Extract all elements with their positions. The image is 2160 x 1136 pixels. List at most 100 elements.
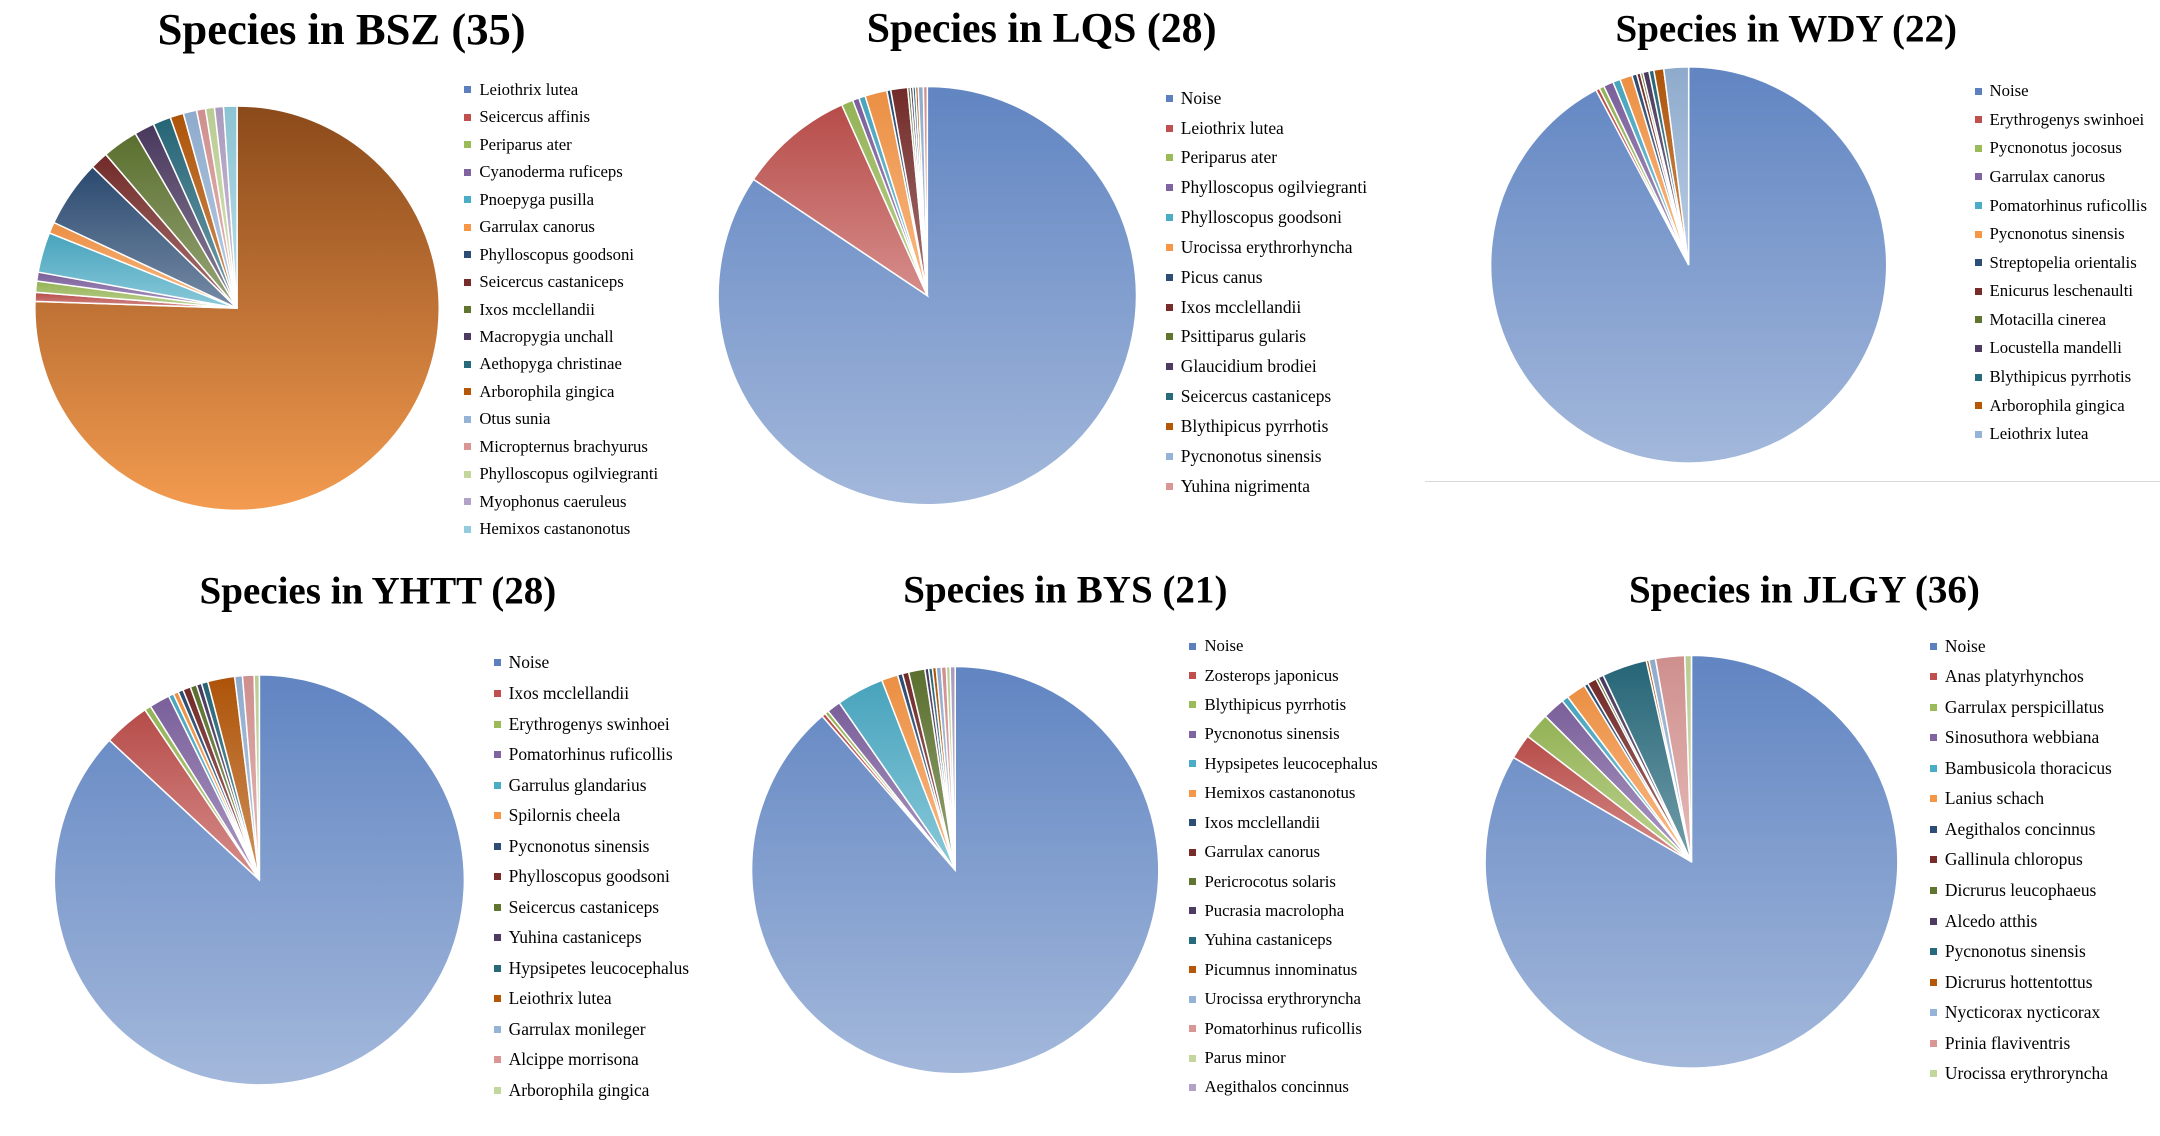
legend-item: Phylloscopus goodsoni (493, 866, 670, 887)
pie-slice (752, 103, 930, 298)
legend-label: Spilornis cheela (508, 805, 621, 826)
legend-item: Spilornis cheela (493, 805, 621, 826)
legend-item: Blythipicus pyrrhotis (1165, 416, 1328, 437)
legend-item: Blythipicus pyrrhotis (1974, 367, 2131, 387)
legend-label: Phylloscopus goodsoni (508, 866, 670, 887)
legend-item: Erythrogenys swinhoei (1974, 110, 2144, 130)
legend-item: Arborophila gingica (493, 1080, 649, 1101)
legend-swatch (464, 388, 472, 396)
legend-swatch (1189, 1025, 1197, 1033)
legend-item: Blythipicus pyrrhotis (1189, 695, 1346, 715)
legend-swatch (464, 498, 472, 506)
legend-label: Parus minor (1204, 1048, 1286, 1068)
legend-label: Alcedo atthis (1944, 910, 2038, 931)
legend-label: Pycnonotus jocosus (1989, 138, 2122, 158)
legend-item: Garrulax perspicillatus (1929, 697, 2104, 718)
legend-item: Alcippe morrisona (493, 1049, 639, 1070)
legend-swatch (1165, 393, 1173, 401)
legend-swatch (493, 934, 501, 942)
legend-label: Yuhina nigrimenta (1180, 475, 1310, 496)
legend-swatch (493, 842, 501, 850)
legend-swatch (1929, 856, 1937, 864)
legend-label: Pycnonotus sinensis (1944, 941, 2086, 962)
legend-label: Alcippe morrisona (508, 1049, 639, 1070)
legend-swatch (493, 751, 501, 759)
legend-label: Lanius schach (1944, 788, 2045, 809)
legend-swatch (1929, 887, 1937, 894)
legend-swatch (1189, 848, 1197, 856)
legend-swatch (1929, 703, 1937, 711)
pie-slice (1662, 66, 1690, 266)
legend-swatch (1165, 184, 1173, 192)
legend-item: Phylloscopus ogilviegranti (464, 464, 658, 484)
legend-label: Ixos mcclellandii (1204, 812, 1321, 832)
legend-item: Noise (493, 652, 549, 673)
legend-item: Aegithalos concinnus (1929, 819, 2095, 840)
legend-item: Urocissa erythroryncha (1929, 1063, 2108, 1084)
legend-label: Ixos mcclellandii (508, 682, 630, 703)
legend-swatch (1974, 344, 1982, 352)
legend-item: Arborophila gingica (1974, 396, 2125, 416)
legend-item: Gallinula chloropus (1929, 849, 2083, 870)
legend-item: Ixos mcclellandii (464, 300, 595, 320)
legend-label: Urocissa erythroryncha (1944, 1063, 2108, 1084)
legend-swatch (464, 113, 472, 121)
legend-label: Leiothrix lutea (1180, 117, 1284, 138)
legend-swatch (493, 995, 501, 1003)
legend-item: Picus canus (1165, 267, 1263, 288)
legend-swatch (464, 251, 472, 259)
legend-item: Prinia flaviventris (1929, 1033, 2070, 1054)
legend-label: Garrulax canorus (1204, 842, 1321, 862)
legend-label: Bambusicola thoracicus (1944, 757, 2112, 778)
legend-swatch (1189, 1054, 1197, 1062)
legend-item: Pomatorhinus ruficollis (1189, 1018, 1362, 1039)
legend-item: Pycnonotus jocosus (1974, 138, 2122, 158)
legend-swatch (1165, 243, 1173, 251)
legend-label: Zosterops japonicus (1204, 665, 1339, 685)
legend-label: Nycticorax nycticorax (1944, 1002, 2101, 1023)
legend-swatch (1165, 482, 1173, 490)
legend-swatch (1189, 789, 1197, 797)
legend-item: Pericrocotus solaris (1189, 872, 1336, 892)
legend-item: Enicurus leschenaulti (1974, 281, 2133, 301)
legend-item: Nycticorax nycticorax (1929, 1002, 2101, 1023)
legend-label: Noise (1204, 636, 1244, 656)
legend-item: Alcedo atthis (1929, 910, 2038, 932)
legend-label: Cyanoderma ruficeps (479, 162, 623, 182)
legend-swatch (1189, 907, 1197, 915)
legend-swatch (1974, 173, 1982, 181)
legend-label: Motacilla cinerea (1989, 309, 2107, 329)
legend-label: Noise (1989, 81, 2029, 101)
legend-item: Sinosuthora webbiana (1929, 727, 2100, 748)
legend-swatch (1929, 948, 1937, 956)
legend-item: Yuhina castaniceps (493, 927, 642, 948)
legend-label: Macropygia unchall (479, 326, 614, 346)
legend-item: Erythrogenys swinhoei (493, 714, 670, 735)
legend-label: Sinosuthora webbiana (1944, 727, 2100, 748)
legend-item: Anas platyrhynchos (1929, 666, 2084, 687)
legend-swatch (464, 168, 472, 176)
legend-label: Ixos mcclellandii (479, 299, 595, 319)
legend-label: Aethopyga christinae (479, 354, 622, 374)
legend-item: Urocissa erythroryncha (1189, 989, 1361, 1009)
legend-label: Pomatorhinus ruficollis (1204, 1018, 1362, 1038)
legend-swatch (1929, 1070, 1937, 1078)
legend-swatch (1929, 1009, 1937, 1017)
legend-swatch (1929, 1039, 1937, 1047)
legend-label: Leiothrix lutea (1989, 424, 2089, 444)
legend-item: Glaucidium brodiei (1165, 356, 1317, 377)
legend-label: Glaucidium brodiei (1180, 356, 1317, 377)
legend-item: Garrulus glandarius (493, 775, 647, 796)
legend-item: Seicercus castaniceps (1165, 386, 1331, 407)
legend-swatch (1165, 124, 1173, 132)
legend-label: Streptopelia orientalis (1989, 252, 2137, 272)
legend-label: Myophonus caeruleus (479, 491, 627, 511)
legend-swatch (1929, 642, 1937, 650)
legend-item: Pnoepyga pusilla (464, 190, 594, 210)
legend-item: Psittiparus gularis (1165, 326, 1306, 347)
legend-item: Dicrurus hottentottus (1929, 972, 2093, 993)
legend-swatch (493, 903, 501, 911)
legend-swatch (1974, 230, 1982, 238)
legend-swatch (493, 1056, 501, 1064)
